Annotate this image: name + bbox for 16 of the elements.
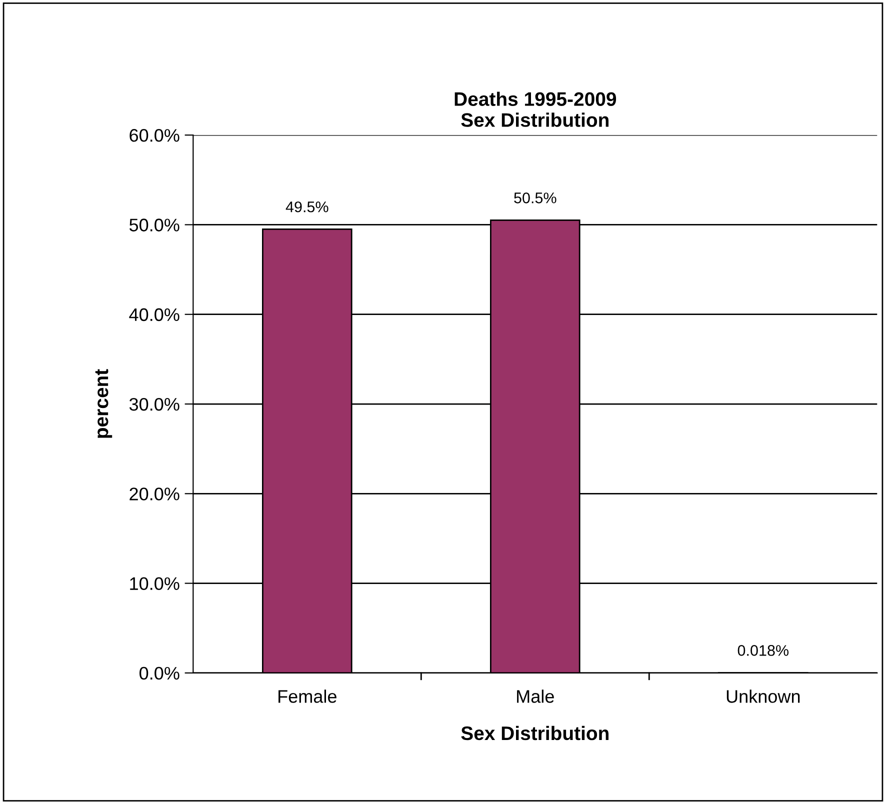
y-tick-label: 20.0% (130, 488, 180, 500)
chart-title: Deaths 1995-2009 Sex Distribution (454, 92, 616, 127)
y-tick-label: 50.0% (129, 218, 180, 232)
y-tick-label: 60.0% (130, 129, 180, 142)
x-axis-title: Sex Distribution (461, 726, 608, 740)
y-tick-label: 40.0% (129, 308, 180, 322)
x-tick-label: Male (517, 690, 554, 703)
data-label: 50.5% (514, 192, 556, 204)
data-label: 0.018% (738, 645, 789, 656)
y-tick-label: 10.0% (130, 577, 180, 590)
y-tick-label: 30.0% (129, 398, 180, 411)
y-axis-title: percent (95, 369, 112, 438)
x-tick-label: Female (278, 690, 336, 703)
y-tick-label: 0.0% (140, 666, 180, 680)
x-tick-label: Unknown (726, 690, 800, 703)
data-label: 49.5% (286, 201, 328, 212)
